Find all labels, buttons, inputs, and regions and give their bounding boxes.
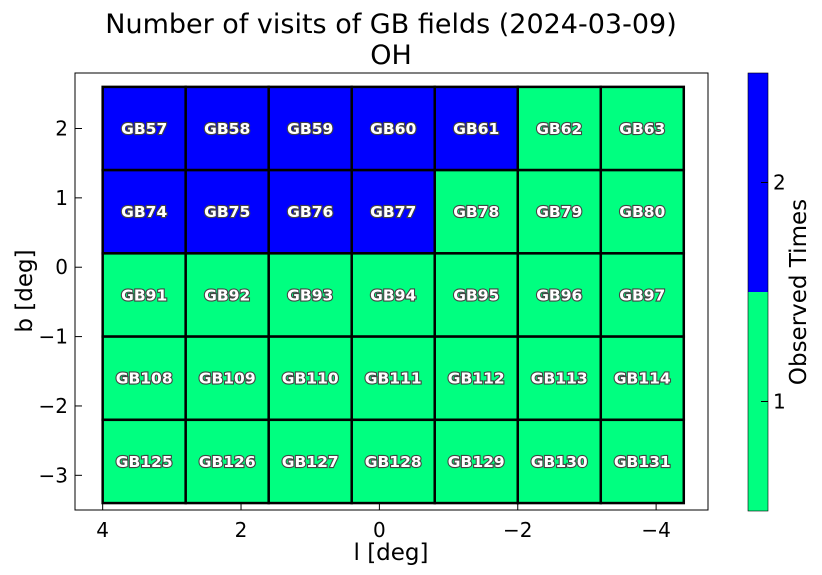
x-axis: 4 2 0 −2 −4	[96, 503, 671, 542]
colorbar-frame	[747, 72, 769, 512]
field-cell-gb125	[101, 418, 187, 505]
field-cell-gb62	[516, 85, 603, 172]
field-label-gb96: GB96	[536, 286, 582, 304]
colorbar-segment-1	[748, 292, 768, 511]
field-cell-gb130	[516, 418, 603, 505]
colorbar-tick-label: 2	[773, 171, 786, 195]
field-grid: GB57 GB58 GB59 GB60 GB61 GB62 GB63 GB74 GB75 GB76…	[101, 85, 686, 505]
field-cell-gb76	[267, 168, 353, 255]
field-label-gb111: GB111	[365, 370, 422, 388]
field-label-gb110: GB110	[282, 370, 339, 388]
y-axis-label: b [deg]	[12, 249, 38, 332]
y-tick-label: 2	[55, 116, 68, 140]
field-label-gb77: GB77	[370, 203, 416, 221]
field-cell-gb95	[433, 252, 520, 338]
field-cell-gb92	[184, 252, 270, 338]
field-label-gb74: GB74	[121, 203, 167, 221]
y-tick-label: 0	[55, 255, 68, 279]
field-label-gb78: GB78	[453, 203, 499, 221]
field-label-gb93: GB93	[287, 286, 333, 304]
field-label-gb61: GB61	[453, 120, 499, 138]
field-label-gb129: GB129	[448, 453, 505, 471]
plot-frame	[74, 72, 709, 511]
field-label-gb126: GB126	[199, 453, 256, 471]
field-label-gb80: GB80	[619, 203, 665, 221]
field-label-gb114: GB114	[614, 370, 671, 388]
field-cell-gb108	[101, 335, 187, 422]
colorbar-tick-label: 1	[773, 390, 786, 414]
field-label-gb130: GB130	[531, 453, 588, 471]
field-label-gb125: GB125	[116, 453, 173, 471]
colorbar: 12	[747, 72, 786, 512]
field-label-gb91: GB91	[121, 286, 167, 304]
field-label-gb76: GB76	[287, 203, 333, 221]
field-cell-gb74	[101, 168, 187, 255]
field-cell-gb96	[516, 252, 603, 338]
x-tick-label: 4	[96, 518, 109, 542]
field-label-gb128: GB128	[365, 453, 422, 471]
x-tick-label: −4	[641, 518, 670, 542]
field-cell-gb93	[267, 252, 353, 338]
y-tick-label: 1	[55, 186, 68, 210]
field-label-gb92: GB92	[204, 286, 250, 304]
field-label-gb60: GB60	[370, 120, 416, 138]
field-label-gb108: GB108	[116, 370, 173, 388]
field-cell-gb113	[516, 335, 603, 422]
chart-subtitle: OH	[370, 40, 412, 71]
field-label-gb57: GB57	[121, 120, 167, 138]
field-cell-gb78	[433, 168, 520, 255]
x-tick-label: 0	[373, 518, 386, 542]
y-tick-label: −2	[39, 394, 68, 418]
field-cell-gb80	[599, 168, 686, 255]
y-tick-label: −3	[39, 463, 68, 487]
field-label-gb127: GB127	[282, 453, 339, 471]
colorbar-segment-2	[748, 73, 768, 292]
field-cell-gb97	[599, 252, 686, 338]
x-axis-label: l [deg]	[354, 540, 429, 566]
field-label-gb109: GB109	[199, 370, 256, 388]
field-label-gb112: GB112	[448, 370, 505, 388]
field-cell-gb57	[101, 85, 187, 172]
y-tick-label: −1	[39, 325, 68, 349]
field-label-gb131: GB131	[614, 453, 671, 471]
y-axis: 2 1 0 −1 −2 −3	[39, 116, 82, 487]
field-label-gb97: GB97	[619, 286, 665, 304]
field-label-gb75: GB75	[204, 203, 250, 221]
field-cell-gb109	[184, 335, 270, 422]
x-tick-label: 2	[235, 518, 248, 542]
field-cell-gb127	[267, 418, 353, 505]
field-label-gb62: GB62	[536, 120, 582, 138]
field-label-gb94: GB94	[370, 286, 416, 304]
field-label-gb63: GB63	[619, 120, 665, 138]
field-cell-gb58	[184, 85, 270, 172]
x-tick-label: −2	[503, 518, 532, 542]
chart-title: Number of visits of GB fields (2024-03-0…	[105, 9, 676, 40]
field-label-gb59: GB59	[287, 120, 333, 138]
field-label-gb79: GB79	[536, 203, 582, 221]
field-cell-gb131	[599, 418, 686, 505]
colorbar-label: Observed Times	[786, 199, 812, 385]
field-label-gb113: GB113	[531, 370, 588, 388]
field-label-gb58: GB58	[204, 120, 250, 138]
field-label-gb95: GB95	[453, 286, 499, 304]
